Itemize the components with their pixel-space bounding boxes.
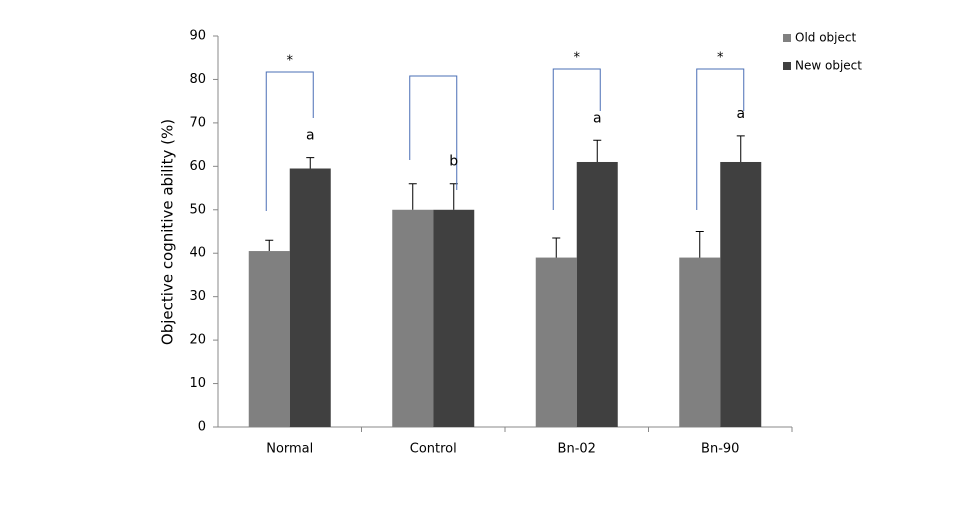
bar xyxy=(289,168,331,427)
significance-letter: b xyxy=(449,154,458,170)
significance-star: * xyxy=(287,54,294,69)
error-bar xyxy=(695,231,704,258)
error-bar xyxy=(306,157,315,169)
x-tick-label: Control xyxy=(410,442,457,457)
y-tick-label: 70 xyxy=(189,115,206,130)
y-tick-label: 10 xyxy=(189,376,206,391)
y-axis-label: Objective cognitive ability (%) xyxy=(159,119,177,345)
y-tick-label: 60 xyxy=(189,159,206,174)
bracket xyxy=(265,71,314,211)
y-tick-label: 50 xyxy=(189,202,206,217)
significance-star: * xyxy=(717,51,724,66)
y-tick-label: 80 xyxy=(189,72,206,87)
bar xyxy=(535,257,577,427)
bar xyxy=(679,257,721,427)
y-tick-label: 40 xyxy=(189,246,206,261)
error-bar xyxy=(736,135,745,162)
x-tick-label: Normal xyxy=(266,442,313,457)
x-tick-label: Bn-90 xyxy=(701,442,739,457)
y-tick-label: 0 xyxy=(198,420,206,435)
error-bar xyxy=(408,183,417,210)
x-tick-label: Bn-02 xyxy=(558,442,596,457)
bar xyxy=(248,251,290,427)
legend-label: Old object xyxy=(795,31,856,45)
legend-swatch xyxy=(783,34,791,42)
y-tick-label: 20 xyxy=(189,333,206,348)
legend-swatch xyxy=(783,62,791,70)
bracket xyxy=(409,75,458,190)
significance-letter: a xyxy=(736,106,745,122)
y-tick-label: 90 xyxy=(189,29,206,44)
y-tick-label: 30 xyxy=(189,289,206,304)
bar xyxy=(392,209,434,427)
significance-letter: a xyxy=(593,110,602,126)
significance-star: * xyxy=(574,51,581,66)
bracket xyxy=(552,68,601,210)
error-bar xyxy=(265,239,274,252)
significance-letter: a xyxy=(306,128,315,144)
bar xyxy=(433,209,475,427)
bar xyxy=(720,161,762,427)
bracket xyxy=(696,68,745,210)
error-bar xyxy=(552,237,561,258)
error-bar xyxy=(593,139,602,162)
legend-label: New object xyxy=(795,59,862,73)
bar xyxy=(576,161,618,427)
